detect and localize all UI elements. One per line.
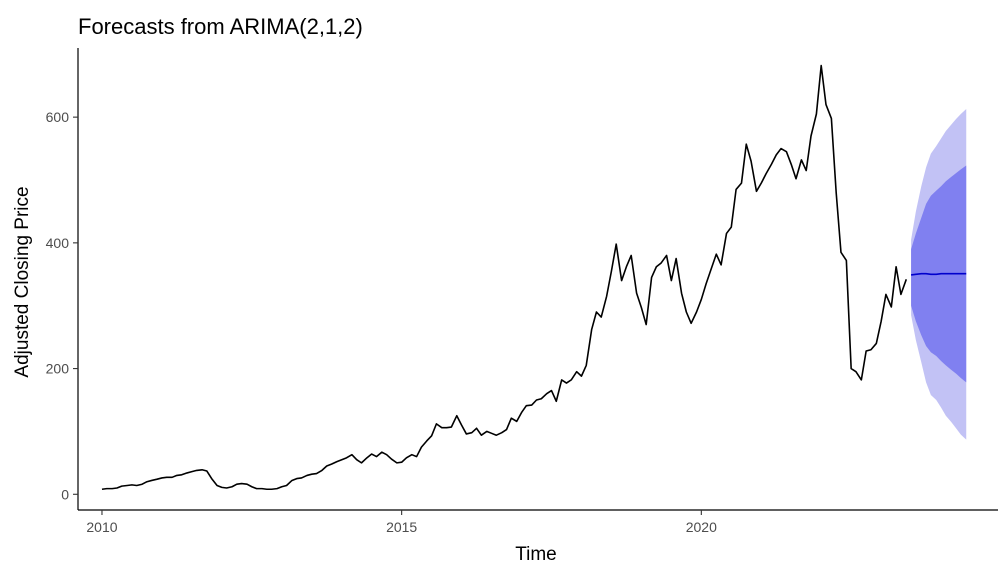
forecast-mean-line xyxy=(910,272,967,276)
y-tick-label: 600 xyxy=(46,109,70,125)
x-tick-label: 2015 xyxy=(386,519,417,535)
y-axis-label: Adjusted Closing Price xyxy=(12,186,33,377)
history-line xyxy=(101,64,908,491)
y-tick-label: 400 xyxy=(46,235,70,251)
y-tick-label: 0 xyxy=(61,486,69,502)
y-tick-label: 200 xyxy=(46,361,70,377)
history-series-path xyxy=(101,64,908,491)
x-axis-label: Time xyxy=(515,544,557,565)
x-tick-label: 2010 xyxy=(86,519,117,535)
x-axis-ticks: 2010 2015 2020 xyxy=(86,510,717,535)
forecast-series-path xyxy=(910,272,967,276)
chart-title: Forecasts from ARIMA(2,1,2) xyxy=(78,14,363,39)
y-axis-ticks: 0 200 400 600 xyxy=(46,109,78,502)
x-tick-label: 2020 xyxy=(686,519,717,535)
